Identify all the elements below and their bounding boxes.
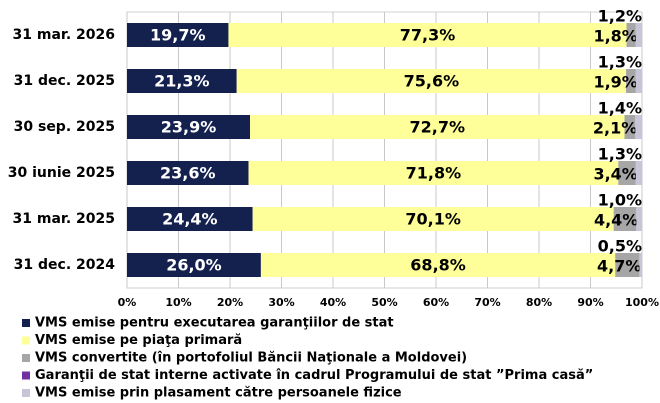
legend-marker bbox=[22, 371, 30, 380]
bar-segment bbox=[127, 161, 249, 185]
data-label: 1,2% bbox=[598, 7, 642, 26]
bar-segment bbox=[624, 115, 636, 139]
legend-marker bbox=[22, 389, 30, 397]
bar-segment bbox=[260, 253, 616, 277]
y-tick-label: 31 mar. 2025 bbox=[13, 211, 115, 227]
x-tick-label: 50% bbox=[371, 296, 397, 309]
legend-marker bbox=[22, 319, 30, 327]
bar-segment bbox=[127, 23, 229, 47]
bar-segment bbox=[127, 207, 253, 231]
legend-label: VMS emise prin plasament către persoanel… bbox=[35, 386, 402, 401]
data-label: 21,3% bbox=[154, 72, 210, 91]
y-tick-label: 30 sep. 2025 bbox=[14, 119, 115, 135]
bar-segment bbox=[615, 253, 640, 277]
bar-segment bbox=[636, 207, 642, 231]
x-tick-label: 100% bbox=[625, 296, 659, 309]
data-label: 70,1% bbox=[405, 210, 461, 229]
data-label: 77,3% bbox=[400, 26, 456, 45]
data-label: 23,6% bbox=[160, 164, 216, 183]
x-tick-label: 10% bbox=[165, 296, 191, 309]
legend-label: Garanţii de stat interne activate în cad… bbox=[35, 368, 593, 383]
data-label: 1,3% bbox=[598, 53, 642, 72]
data-label: 19,7% bbox=[150, 26, 206, 45]
data-label: 75,6% bbox=[404, 72, 460, 91]
data-label: 4,7% bbox=[597, 257, 641, 276]
x-tick-label: 80% bbox=[526, 296, 552, 309]
legend-marker bbox=[22, 354, 30, 362]
y-tick-label: 31 mar. 2026 bbox=[13, 27, 115, 43]
x-tick-label: 20% bbox=[217, 296, 243, 309]
data-label: 1,8% bbox=[593, 27, 637, 46]
data-label: 23,9% bbox=[161, 118, 217, 137]
bar-segment bbox=[236, 69, 627, 93]
bar-segment bbox=[613, 207, 637, 231]
x-tick-label: 60% bbox=[423, 296, 449, 309]
bar-segment bbox=[127, 69, 237, 93]
legend-label: VMS convertite (în portofoliul Băncii Na… bbox=[35, 351, 467, 366]
bar-segment bbox=[252, 207, 614, 231]
data-label: 26,0% bbox=[166, 256, 222, 275]
data-label: 1,4% bbox=[598, 99, 642, 118]
x-tick-label: 0% bbox=[118, 296, 137, 309]
bar-segment bbox=[618, 161, 636, 185]
data-label: 1,0% bbox=[598, 191, 642, 210]
bar-segment bbox=[635, 161, 643, 185]
data-label: 24,4% bbox=[162, 210, 218, 229]
bar-segment bbox=[635, 23, 642, 47]
data-label: 1,3% bbox=[598, 145, 642, 164]
data-label: 68,8% bbox=[410, 256, 466, 275]
y-tick-label: 31 dec. 2024 bbox=[14, 257, 116, 273]
data-label: 72,7% bbox=[410, 118, 466, 137]
bar-segment bbox=[250, 115, 625, 139]
data-label: 2,1% bbox=[593, 119, 637, 138]
data-label: 0,5% bbox=[598, 237, 642, 256]
x-tick-label: 90% bbox=[577, 296, 603, 309]
bar-segment bbox=[626, 23, 636, 47]
bar-segment bbox=[127, 253, 261, 277]
data-label: 1,9% bbox=[593, 73, 637, 92]
bar-segment bbox=[248, 161, 619, 185]
legend-label: VMS emise pe piaţa primară bbox=[35, 333, 242, 348]
legend-label: VMS emise pentru executarea garanţiilor … bbox=[35, 316, 394, 331]
y-tick-label: 30 iunie 2025 bbox=[8, 165, 115, 181]
y-tick-label: 31 dec. 2025 bbox=[14, 73, 115, 89]
bar-segment bbox=[635, 69, 643, 93]
data-label: 71,8% bbox=[406, 164, 462, 183]
x-tick-label: 40% bbox=[320, 296, 346, 309]
bar-segment bbox=[626, 69, 636, 93]
legend-marker bbox=[22, 336, 30, 345]
bar-segment bbox=[639, 253, 642, 277]
x-tick-label: 70% bbox=[474, 296, 500, 309]
bar-segment bbox=[228, 23, 627, 47]
bar-segment bbox=[635, 115, 643, 139]
bar-segment bbox=[127, 115, 251, 139]
data-label: 4,4% bbox=[594, 211, 638, 230]
x-tick-label: 30% bbox=[268, 296, 294, 309]
data-label: 3,4% bbox=[593, 165, 637, 184]
